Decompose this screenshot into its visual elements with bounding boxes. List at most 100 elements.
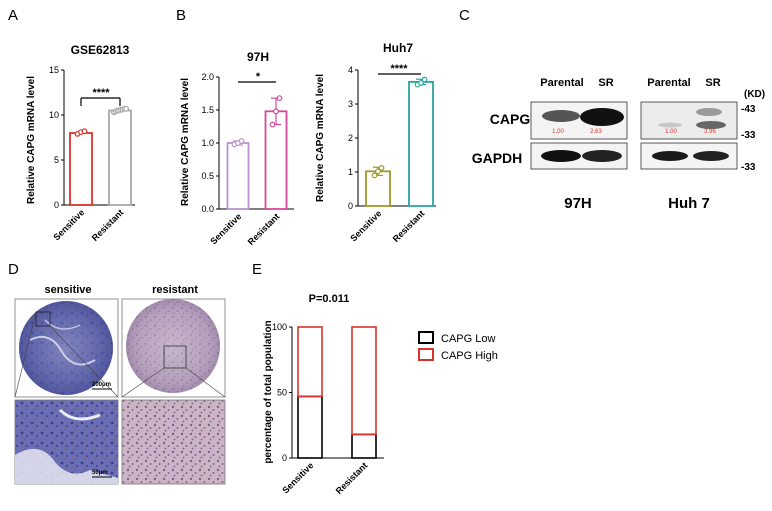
y-tick-label: 100: [272, 322, 287, 332]
chart-e: 0 50 100 Sensitive Resistant: [272, 322, 384, 496]
pvalue-e: P=0.011: [309, 293, 350, 305]
marker-33-gapdh: -33: [741, 162, 756, 173]
y-tick-label: 5: [54, 155, 59, 165]
panel-letter-e: E: [252, 261, 262, 278]
y-tick-label: 1.5: [201, 105, 214, 115]
bar-resistant: [108, 109, 132, 206]
title-a: GSE62813: [71, 43, 130, 57]
row-label-gapdh: GAPDH: [472, 150, 523, 166]
y-tick-label: 2: [348, 133, 353, 143]
y-tick-label: 0.5: [201, 171, 214, 181]
data-point: [81, 128, 88, 135]
y-tick-label: 0.0: [201, 204, 214, 214]
y-tick-label: 0: [282, 453, 287, 463]
x-tick-label: Resistant: [334, 460, 370, 496]
bar-resistant: [264, 110, 288, 210]
band-huh7-gapdh-sr: [693, 151, 729, 161]
col-label-sr-97h: SR: [598, 77, 613, 89]
legend-swatch-high: [418, 348, 434, 361]
ylabel-b1: Relative CAPG mRNA level: [180, 78, 191, 206]
blot-huh7-capg: [640, 101, 738, 140]
row-label-capg: CAPG: [490, 111, 531, 127]
x-tick-label: Resistant: [90, 207, 126, 243]
sig-label-b1: *: [256, 71, 261, 83]
band-97h-capg-parental: [542, 110, 580, 122]
chart-b-97h: 0.0 0.5 1.0 1.5 2.0 Sensitive Resistant: [201, 72, 294, 247]
title-b1: 97H: [247, 50, 269, 64]
quant-huh7-sr: 3.96: [704, 129, 716, 135]
x-tick-label: Sensitive: [51, 207, 86, 242]
label-resistant: resistant: [152, 284, 198, 296]
x-tick-label: Sensitive: [280, 460, 315, 495]
stacked-bar-capg-high: [351, 326, 377, 436]
data-point: [375, 168, 381, 175]
data-point: [418, 80, 424, 86]
band-huh7-capg-sr-upper: [696, 108, 722, 116]
legend-label-high: CAPG High: [441, 350, 498, 362]
y-tick-label: 3: [348, 99, 353, 109]
band-huh7-capg-sr: [696, 121, 726, 129]
y-tick-label: 10: [49, 110, 59, 120]
x-tick-label: Resistant: [246, 211, 282, 247]
panel-letter-d: D: [8, 261, 19, 278]
band-huh7-gapdh-parental: [652, 151, 688, 161]
legend-label-low: CAPG Low: [441, 333, 495, 345]
ylabel-e: percentage of total population: [263, 320, 274, 463]
cell-line-huh7: Huh 7: [668, 195, 710, 212]
data-point: [276, 95, 283, 102]
scale-bar-50: 50μm: [92, 470, 108, 476]
marker-33-capg: -33: [741, 130, 756, 141]
kd-label: (KD): [744, 89, 765, 100]
data-point: [421, 76, 428, 83]
bar-sensitive: [69, 132, 93, 206]
stacked-bar-capg-high: [297, 326, 323, 398]
panel-letter-b: B: [176, 7, 186, 24]
marker-43: -43: [741, 104, 756, 115]
band-97h-gapdh-parental: [541, 150, 581, 162]
y-tick-label: 0: [54, 200, 59, 210]
quant-97h-sr: 2.63: [590, 129, 602, 135]
y-tick-label: 2.0: [201, 72, 214, 82]
y-tick-label: 1.0: [201, 138, 214, 148]
x-tick-label: Sensitive: [348, 208, 383, 243]
sig-label-a: ****: [92, 87, 110, 99]
band-huh7-capg-parental: [658, 122, 682, 128]
data-point: [273, 108, 279, 115]
y-tick-label: 50: [277, 388, 287, 398]
scale-bar-200: 200μm: [92, 382, 111, 388]
data-point: [123, 105, 130, 112]
data-point: [378, 165, 385, 171]
band-97h-capg-sr: [580, 108, 624, 126]
x-tick-label: Sensitive: [208, 211, 243, 246]
y-tick-label: 0: [348, 201, 353, 211]
legend-e: CAPG Low CAPG High: [418, 331, 498, 362]
y-tick-label: 4: [348, 65, 353, 75]
cell-line-97h: 97H: [564, 195, 592, 212]
bar-sensitive: [365, 170, 391, 207]
y-tick-label: 15: [49, 65, 59, 75]
ihc-panel: sensitive resistant 200μm 50μm: [14, 284, 226, 485]
label-sensitive: sensitive: [44, 284, 91, 296]
col-label-parental-huh7: Parental: [647, 77, 690, 89]
stacked-bar-capg-low: [297, 395, 323, 459]
x-tick-label: Resistant: [391, 208, 427, 244]
title-b2: Huh7: [383, 41, 413, 55]
col-label-sr-huh7: SR: [705, 77, 720, 89]
bar-sensitive: [226, 142, 250, 210]
quant-97h-parental: 1.00: [552, 129, 564, 135]
quant-huh7-parental: 1.00: [665, 129, 677, 135]
ylabel-a: Relative CAPG mRNA level: [26, 76, 37, 204]
stacked-bar-capg-low: [351, 433, 377, 459]
band-97h-gapdh-sr: [582, 150, 622, 162]
y-tick-label: 1: [348, 167, 353, 177]
ihc-resistant-zoom: [121, 399, 226, 485]
data-point: [371, 172, 378, 179]
western-blot: Parental SR Parental SR (KD) -43 -33 -33…: [472, 77, 765, 212]
legend-swatch-low: [418, 331, 434, 344]
ylabel-b2: Relative CAPG mRNA level: [315, 74, 326, 202]
panel-letter-a: A: [8, 7, 18, 24]
col-label-parental-97h: Parental: [540, 77, 583, 89]
data-point: [238, 138, 245, 144]
panel-letter-c: C: [459, 7, 470, 24]
data-point: [269, 121, 276, 128]
